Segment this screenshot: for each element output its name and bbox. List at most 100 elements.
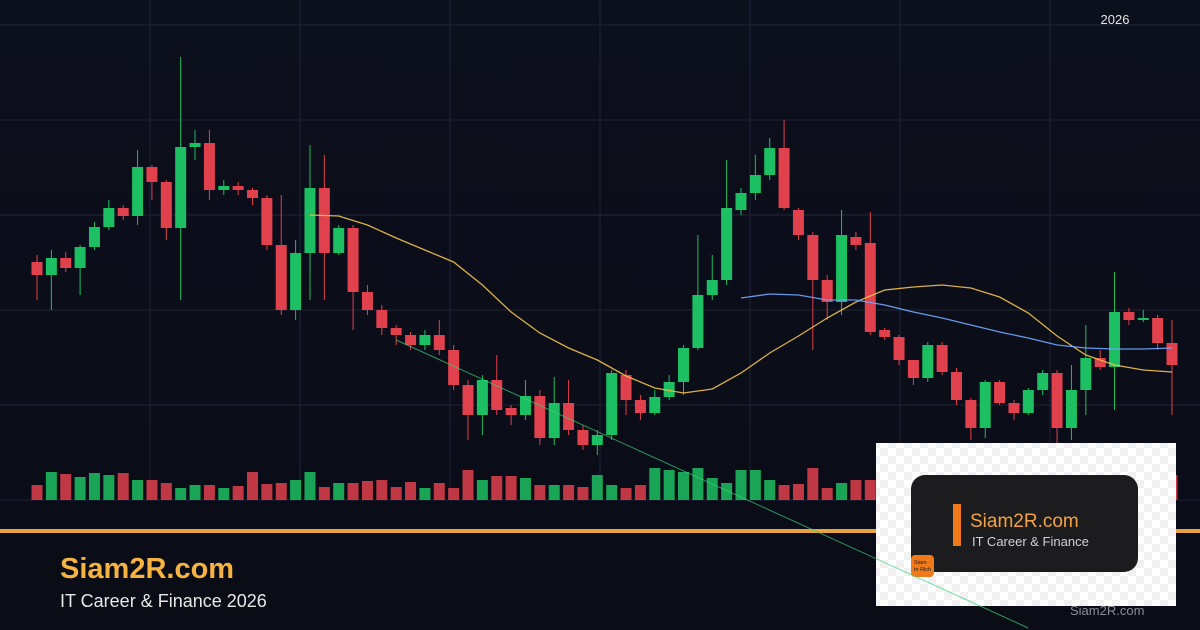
candle-body <box>792 210 804 235</box>
volume-bar <box>620 488 632 500</box>
volume-bar <box>764 480 776 500</box>
candle-body <box>577 430 589 445</box>
candle-body <box>706 280 718 295</box>
volume-bar <box>175 488 187 500</box>
candle-body <box>88 227 100 247</box>
candle-body <box>347 228 359 292</box>
volume-bar <box>405 482 417 500</box>
volume-bar <box>778 485 790 500</box>
volume-bar <box>88 473 100 500</box>
volume-bar <box>117 473 129 500</box>
candle-body <box>850 237 862 245</box>
candle-body <box>333 228 345 253</box>
volume-bar <box>721 483 733 500</box>
candle-body <box>405 335 417 345</box>
candle-body <box>994 382 1006 403</box>
candle-body <box>836 235 848 302</box>
candle-body <box>304 188 316 253</box>
candle-body <box>132 167 144 216</box>
candle-body <box>60 258 72 268</box>
volume-bar <box>189 485 201 500</box>
candle-body <box>74 247 86 268</box>
footer-subtitle: IT Career & Finance 2026 <box>60 591 267 611</box>
volume-bar <box>74 477 86 500</box>
volume-bar <box>203 485 215 500</box>
candle-body <box>922 345 934 378</box>
candle-body <box>218 186 230 190</box>
candle-body <box>1123 312 1135 320</box>
candle-body <box>620 375 632 400</box>
candle-body <box>290 253 302 310</box>
candle-body <box>505 408 517 415</box>
card-subtitle: IT Career & Finance <box>972 534 1089 549</box>
volume-bar <box>692 468 704 500</box>
indicator-line <box>740 293 1173 350</box>
volume-bar <box>247 472 259 500</box>
candle-body <box>1152 318 1164 343</box>
candle-body <box>448 350 460 385</box>
volume-bar <box>275 483 287 500</box>
candle-body <box>692 295 704 348</box>
volume-bar <box>290 480 302 500</box>
volume-bar <box>347 483 359 500</box>
volume-bar <box>548 485 560 500</box>
volume-bar <box>103 475 115 500</box>
candle-body <box>649 397 661 413</box>
candle-body <box>261 198 273 245</box>
candle-body <box>864 243 876 332</box>
candle-body <box>764 148 776 175</box>
indicator-line <box>309 214 1173 394</box>
year-label: 2026 <box>1101 12 1130 27</box>
candle-body <box>318 188 330 253</box>
candle-body <box>203 143 215 190</box>
grid <box>0 0 1200 501</box>
volume-bar <box>476 480 488 500</box>
volume-bar <box>836 483 848 500</box>
volume-bar <box>563 485 575 500</box>
volume-bar <box>649 468 661 500</box>
candle-body <box>462 385 474 415</box>
candle-body <box>979 382 991 428</box>
candle-body <box>103 208 115 227</box>
candle-body <box>175 147 187 228</box>
footer-title: Siam2R.com <box>60 553 234 585</box>
candle-body <box>419 335 431 345</box>
indicator-line <box>395 339 1029 629</box>
candle-body <box>678 348 690 382</box>
candle-body <box>232 186 244 190</box>
volume-bar <box>577 487 589 500</box>
volume-bar <box>821 488 833 500</box>
candle-body <box>1051 373 1063 428</box>
candle-body <box>548 403 560 438</box>
icon-text: Siam <box>914 560 927 566</box>
logo-overlay: Siam2R.com IT Career & Finance Siam to R… <box>876 443 1176 606</box>
volume-bar <box>376 480 388 500</box>
candle-body <box>663 382 675 397</box>
volume-bar <box>261 484 273 500</box>
volume-bar <box>864 480 876 500</box>
candle-body <box>1080 358 1092 390</box>
candle-body <box>433 335 445 350</box>
volume-bar <box>390 487 402 500</box>
candle-body <box>907 360 919 378</box>
volume-bar <box>749 470 761 500</box>
candle-body <box>1094 358 1106 367</box>
volume-bar <box>45 472 57 500</box>
volume-bar <box>218 488 230 500</box>
candle-body <box>247 190 259 198</box>
candle-body <box>390 328 402 335</box>
volume-bar <box>792 484 804 500</box>
candle-body <box>1008 403 1020 413</box>
candle-body <box>749 175 761 193</box>
volume-bar <box>160 483 172 500</box>
candle-body <box>606 373 618 435</box>
candle-body <box>361 292 373 310</box>
volume-bar <box>634 485 646 500</box>
candle-body <box>534 396 546 438</box>
volume-bar <box>232 486 244 500</box>
candle-body <box>189 143 201 147</box>
candle-body <box>1022 390 1034 413</box>
candle-body <box>778 148 790 208</box>
logo-bar <box>953 504 961 546</box>
candle-body <box>1109 312 1121 367</box>
